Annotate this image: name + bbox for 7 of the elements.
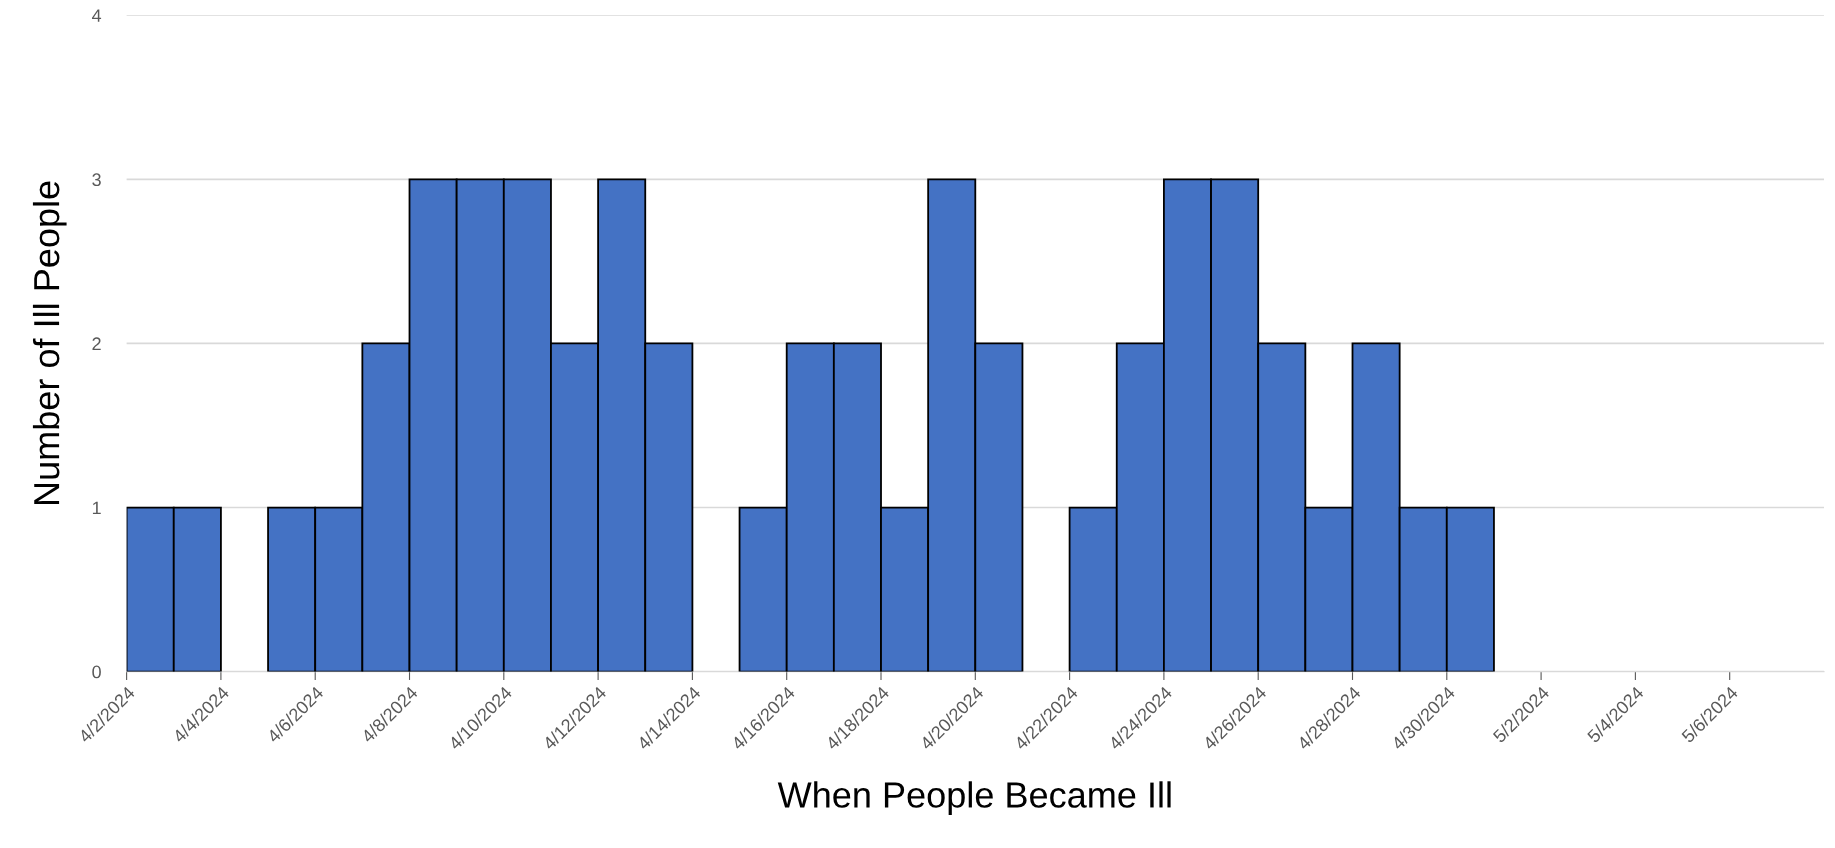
y-tick-label: 0	[92, 665, 101, 679]
x-axis-title: When People Became Ill	[777, 781, 1171, 815]
y-tick-label: 1	[92, 501, 101, 515]
y-tick-label: 4	[91, 9, 102, 22]
y-axis-title: Number of Ill People	[32, 181, 67, 505]
y-tick-label: 2	[92, 337, 101, 350]
y-tick-label: 3	[92, 173, 101, 187]
